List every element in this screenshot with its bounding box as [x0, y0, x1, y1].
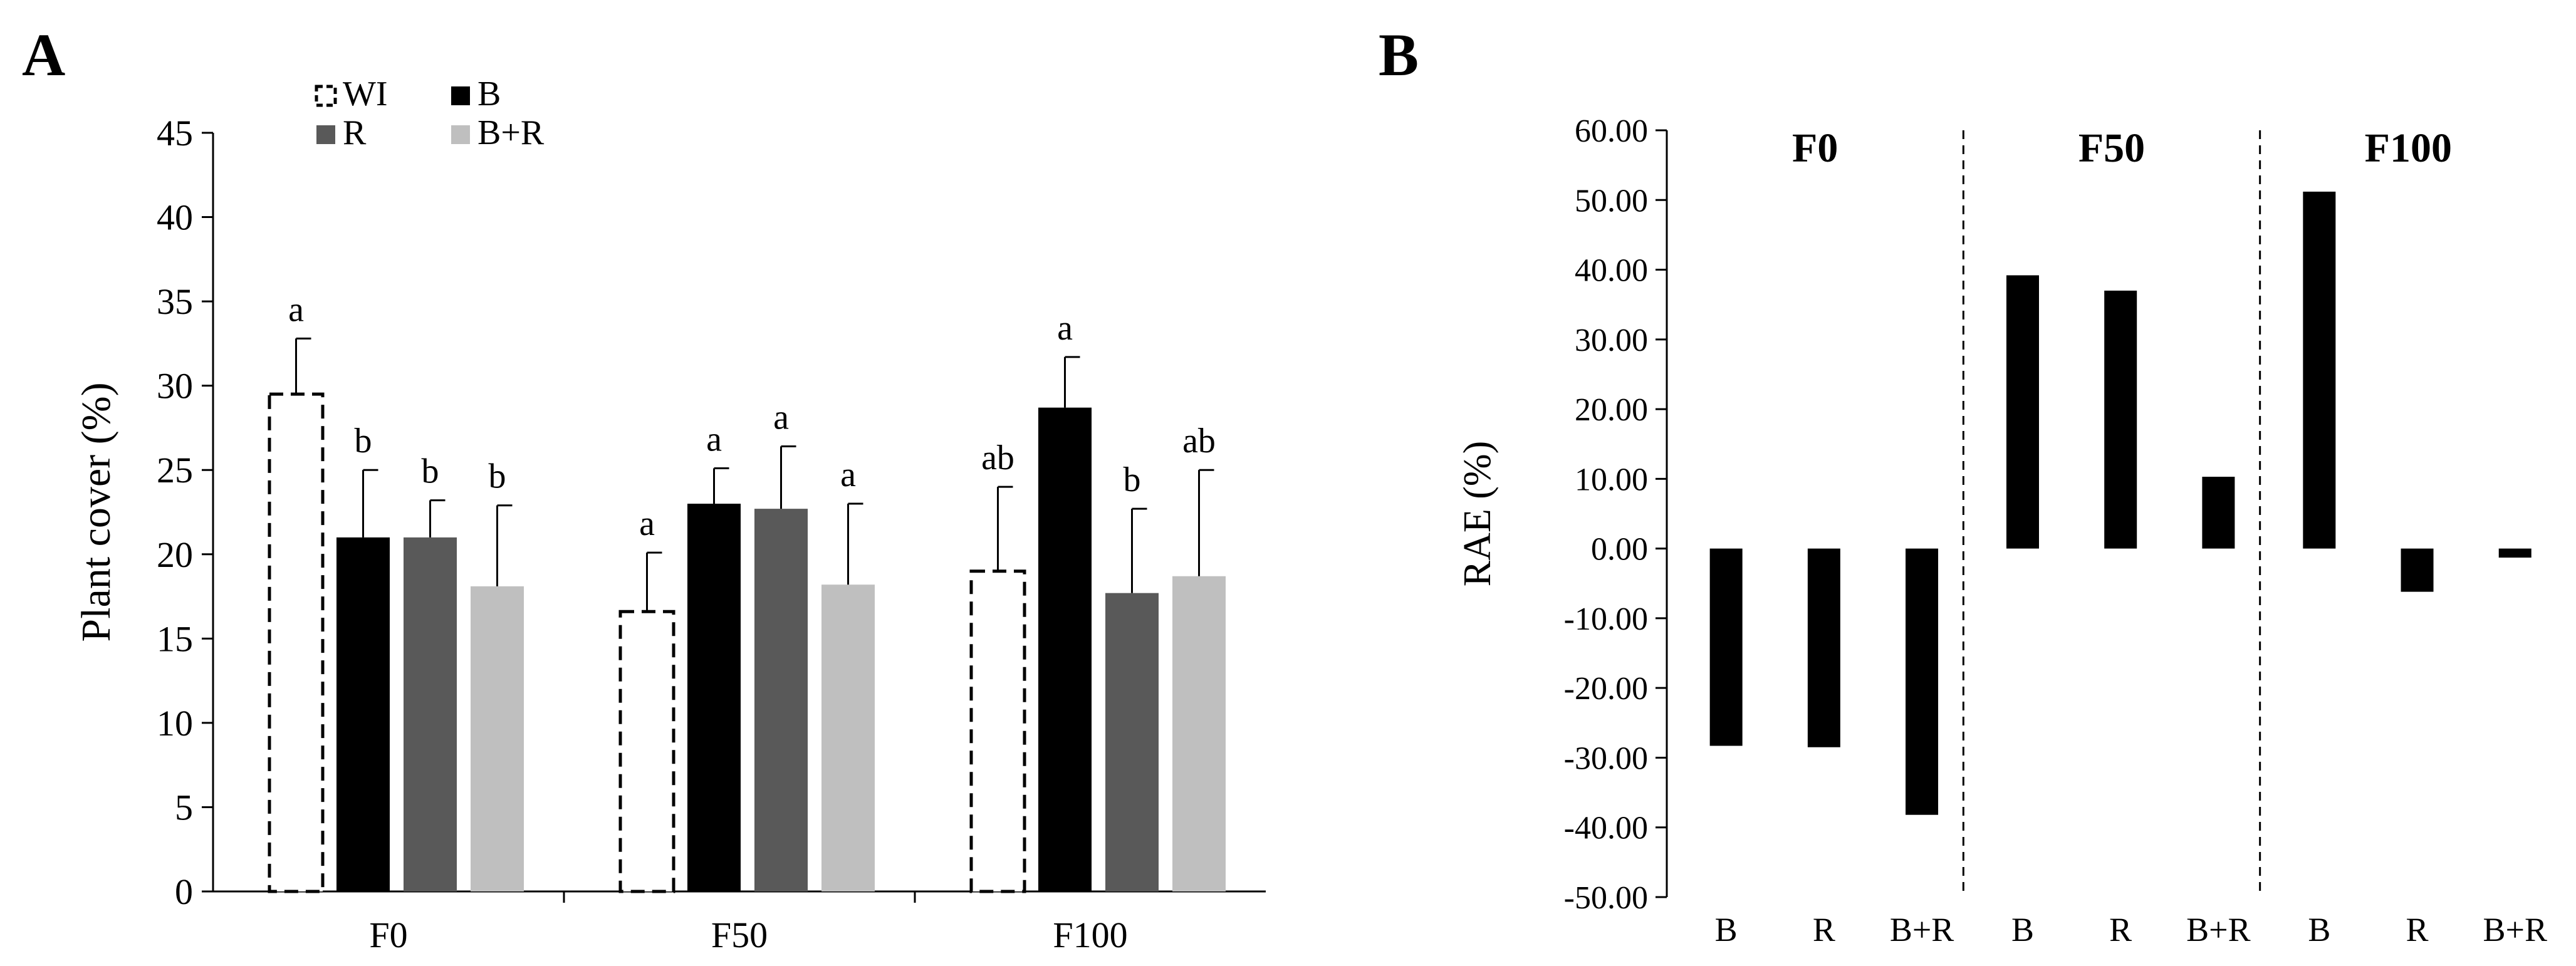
legend-swatch-r: [316, 125, 335, 144]
y-tick-label: -40.00: [1564, 811, 1648, 846]
group-title: F0: [1792, 125, 1838, 171]
y-tick-label: -10.00: [1564, 601, 1648, 637]
y-tick-label: 10: [157, 703, 193, 744]
bar-wi-f100: [969, 569, 1026, 893]
y-tick-label: 50.00: [1575, 183, 1648, 219]
legend-swatch-b: [451, 86, 470, 105]
bar-r-f100: [1105, 593, 1159, 891]
y-tick-label: 40: [157, 197, 193, 238]
x-tick-label: F100: [1053, 915, 1127, 955]
significance-letter: b: [1124, 460, 1141, 499]
x-tick-label: B+R: [2186, 911, 2251, 948]
significance-letter: a: [1057, 309, 1073, 348]
y-tick-label: 60.00: [1575, 113, 1648, 149]
y-tick-label: -30.00: [1564, 740, 1648, 776]
significance-letter: b: [422, 452, 439, 491]
bar-b-f50: [2006, 275, 2039, 549]
y-tick-label: 20: [157, 534, 193, 575]
legend-label: B: [477, 75, 501, 113]
legend-label: B+R: [477, 113, 545, 152]
bar-r-f100: [2401, 548, 2434, 592]
x-tick-label: B: [1715, 911, 1738, 948]
bar-r-f50: [2104, 290, 2137, 549]
y-tick-label: 35: [157, 281, 193, 322]
y-tick-label: 45: [157, 113, 193, 153]
y-axis-title: Plant cover (%): [73, 382, 119, 641]
legend-swatch-br: [451, 125, 470, 144]
y-axis-title: RAE (%): [1456, 441, 1499, 586]
bar-b-f50: [687, 504, 741, 891]
bar-r-f0: [1807, 548, 1840, 747]
bar-r-f50: [754, 509, 808, 891]
x-tick-label: R: [2109, 911, 2132, 948]
x-tick-label: B: [2011, 911, 2034, 948]
significance-letter: a: [773, 398, 789, 437]
significance-letter: a: [840, 455, 856, 494]
bar-br-f0: [471, 586, 524, 891]
bar-br-f100: [1172, 576, 1226, 891]
x-tick-label: F50: [711, 915, 768, 955]
significance-letter: a: [706, 420, 722, 459]
significance-letter: b: [489, 457, 506, 496]
bar-r-f0: [404, 537, 457, 891]
y-tick-label: 0: [175, 871, 193, 912]
bar-b-f100: [2303, 191, 2336, 549]
x-tick-label: F0: [369, 915, 407, 955]
bar-br-f50: [2202, 477, 2235, 549]
y-tick-label: 30: [157, 366, 193, 407]
x-tick-label: R: [2406, 911, 2429, 948]
legend-label: WI: [343, 75, 388, 113]
y-tick-label: 15: [157, 618, 193, 659]
significance-letter: b: [355, 422, 372, 460]
y-tick-label: 0.00: [1591, 532, 1648, 568]
group-title: F50: [2078, 125, 2145, 171]
panel-label-a: A: [22, 21, 66, 88]
panel-label-b: B: [1379, 21, 1419, 88]
significance-letter: a: [288, 290, 304, 329]
y-tick-label: 5: [175, 787, 193, 828]
y-tick-label: 10.00: [1575, 462, 1648, 497]
x-tick-label: B+R: [1890, 911, 1954, 948]
legend-swatch-wi: [315, 85, 337, 107]
bar-br-f100: [2498, 548, 2532, 558]
x-tick-label: B+R: [2483, 911, 2547, 948]
x-tick-label: B: [2308, 911, 2330, 948]
bar-br-f0: [1906, 548, 1939, 815]
bar-wi-f0: [268, 392, 325, 893]
bar-b-f0: [1709, 548, 1743, 746]
bar-b-f100: [1038, 407, 1092, 891]
bar-b-f0: [336, 537, 390, 891]
y-tick-label: 30.00: [1575, 323, 1648, 358]
y-tick-label: -50.00: [1564, 880, 1648, 916]
significance-letter: ab: [1182, 422, 1216, 460]
y-tick-label: 20.00: [1575, 392, 1648, 428]
bar-br-f50: [821, 584, 875, 891]
legend-label: R: [343, 113, 367, 152]
y-tick-label: 25: [157, 450, 193, 491]
group-title: F100: [2365, 125, 2452, 171]
y-tick-label: 40.00: [1575, 253, 1648, 289]
significance-letter: a: [639, 504, 655, 543]
y-tick-label: -20.00: [1564, 671, 1648, 707]
x-tick-label: R: [1813, 911, 1835, 948]
significance-letter: ab: [981, 439, 1014, 477]
